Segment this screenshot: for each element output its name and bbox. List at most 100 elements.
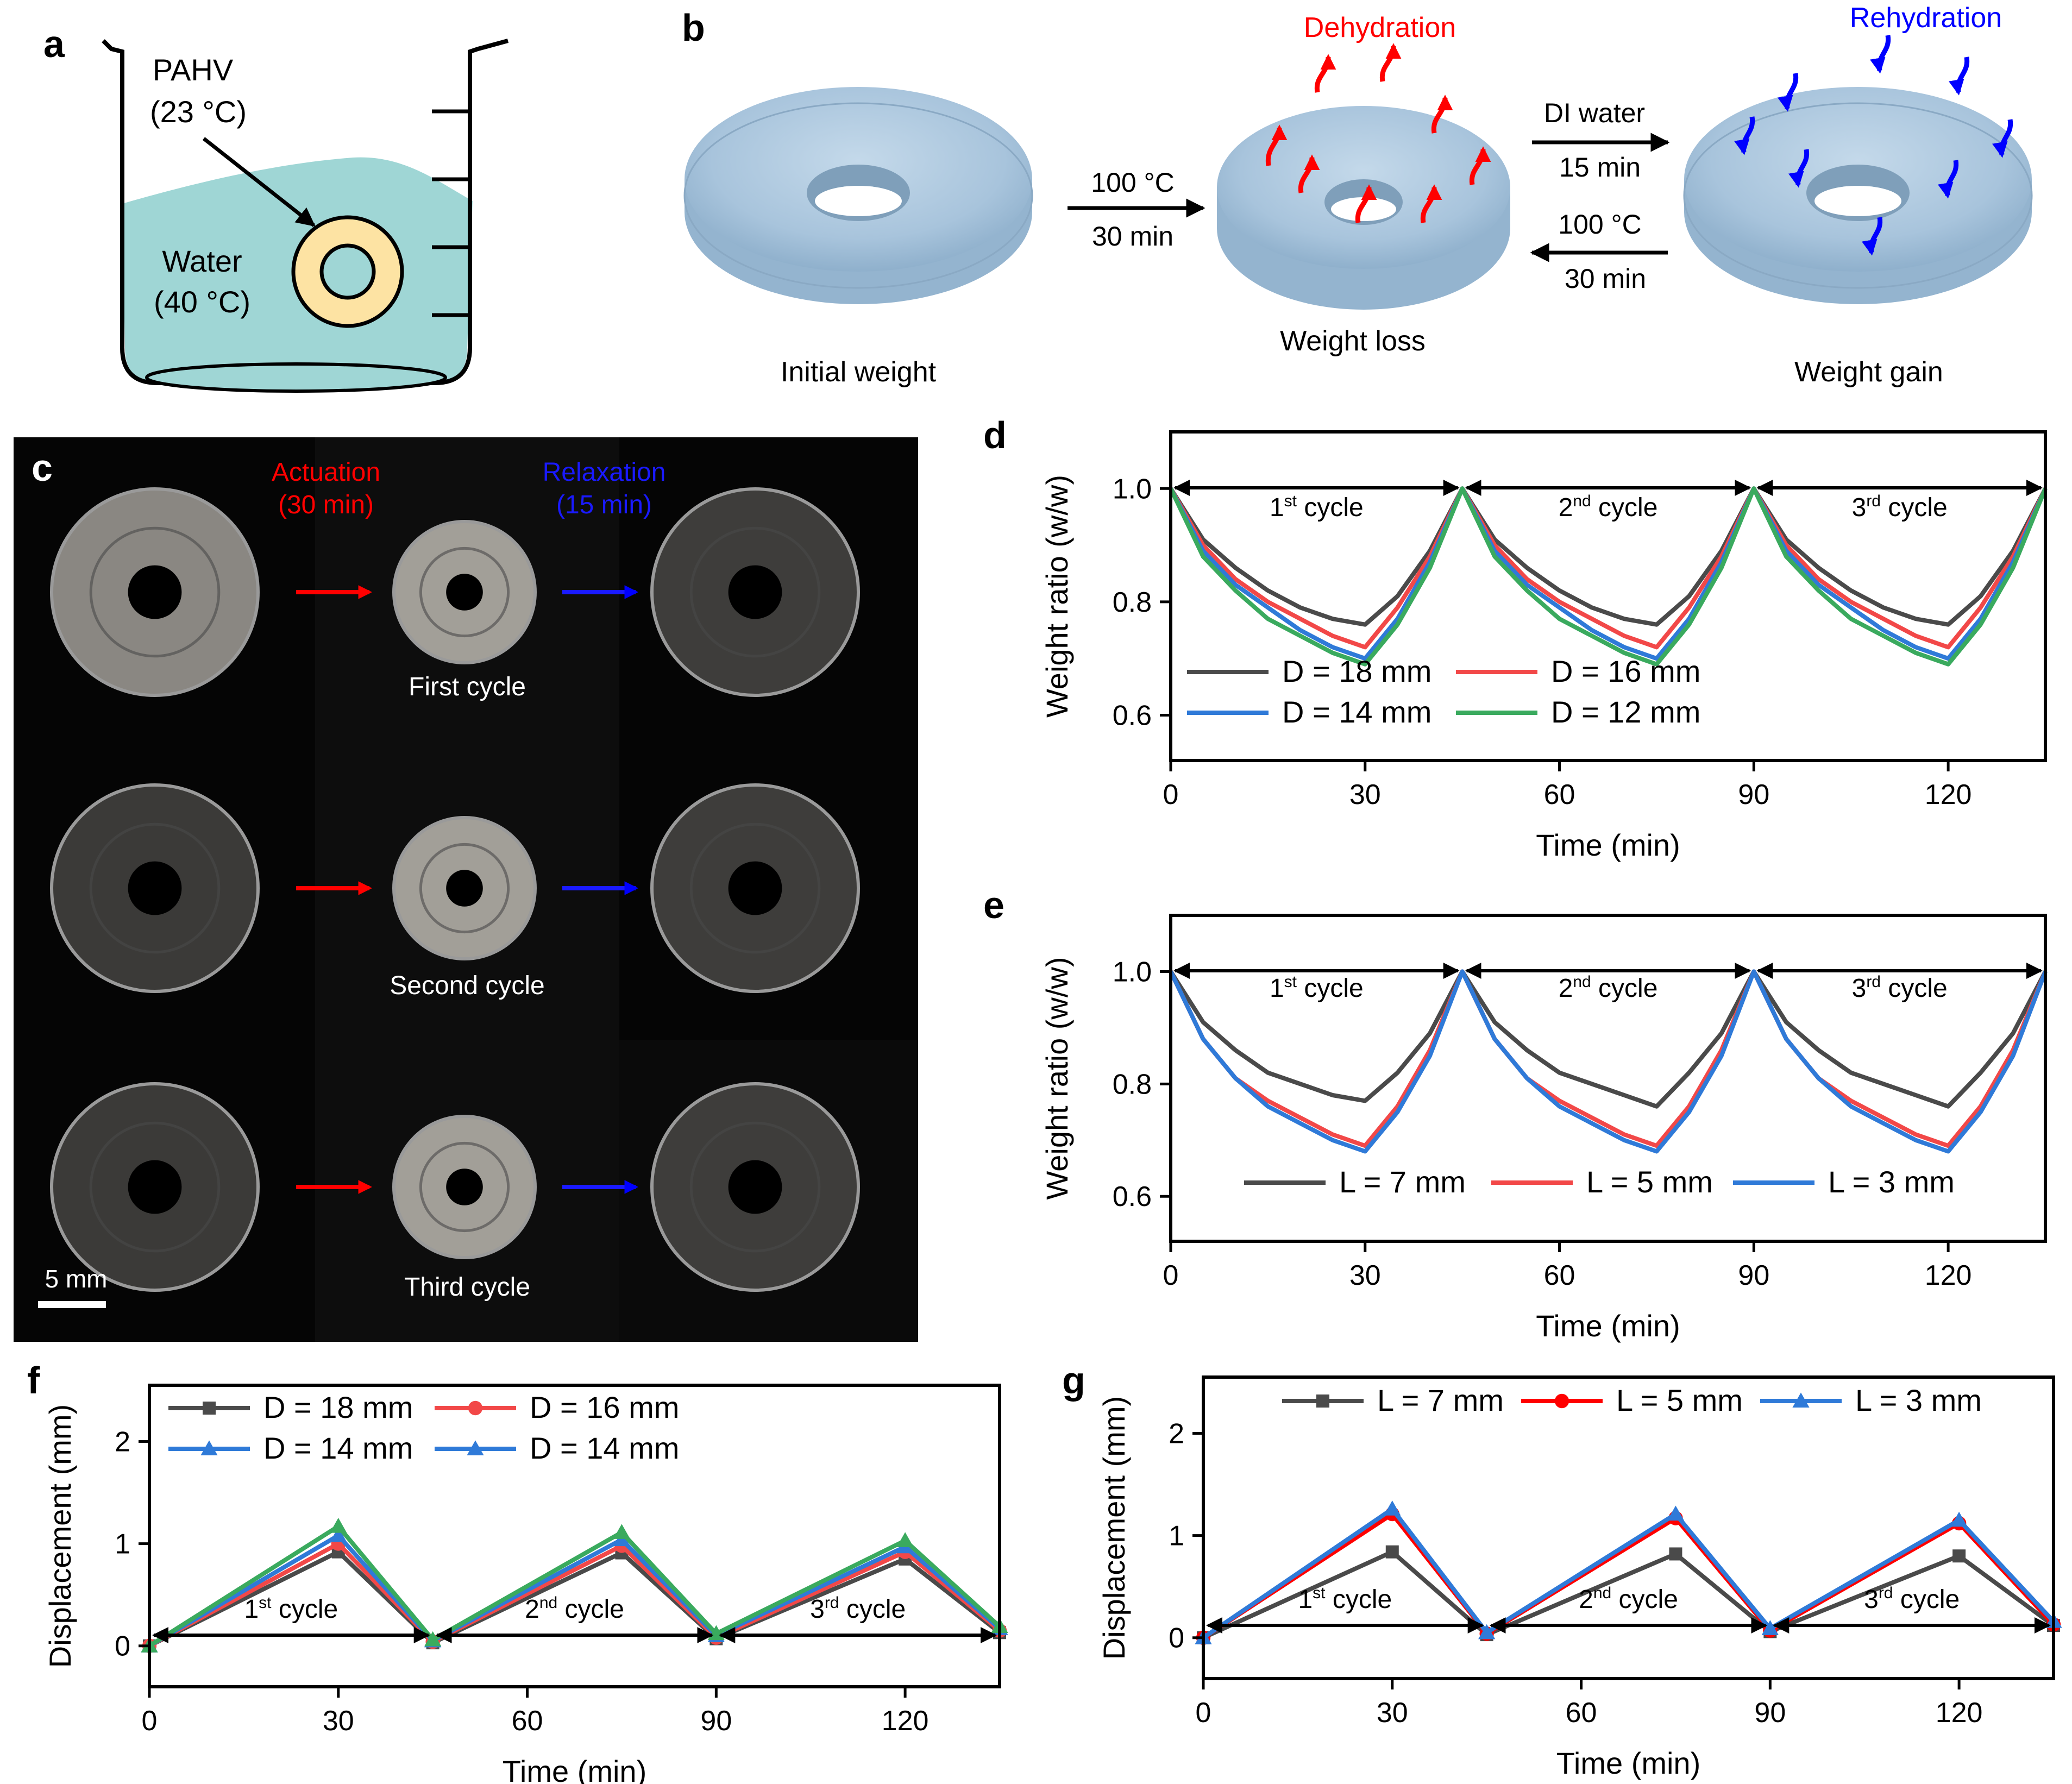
panel-c: c Actuation (30 min) Relaxation (15 min)… <box>14 437 918 1342</box>
x-tick-label: 120 <box>882 1705 929 1737</box>
actuation-time: (30 min) <box>278 491 374 519</box>
series-line <box>1169 486 2048 650</box>
series-line <box>1169 969 2048 1154</box>
x-tick-label: 0 <box>1196 1697 1211 1729</box>
panel-label-g: g <box>1062 1359 1085 1402</box>
panel-label-d: d <box>983 414 1007 456</box>
y-tick-label: 2 <box>1169 1418 1184 1449</box>
scale-bar-label: 5 mm <box>45 1265 108 1293</box>
step3-bottom: 30 min <box>1565 263 1646 294</box>
legend-label: D = 16 mm <box>530 1390 679 1424</box>
y-axis-label: Displacement (mm) <box>1097 1396 1131 1660</box>
relaxation-time: (15 min) <box>556 491 652 519</box>
data-point <box>1478 1624 1496 1639</box>
beaker-gradations <box>432 109 470 317</box>
photo-sample-relaxed <box>650 1082 860 1292</box>
panel-label-f: f <box>27 1359 40 1402</box>
cycle-label: 1st cycle <box>1270 973 1364 1003</box>
y-tick-label: 1.0 <box>1113 473 1152 505</box>
step1-bottom: 30 min <box>1092 221 1173 252</box>
x-tick-label: 30 <box>1377 1697 1408 1729</box>
sample-texture <box>89 1121 221 1253</box>
dehydration-label: Dehydration <box>1304 12 1456 43</box>
x-tick-label: 0 <box>1163 779 1179 811</box>
beaker-bottom <box>145 362 447 393</box>
x-tick-label: 120 <box>1925 1260 1972 1291</box>
chart-d: 0 30 60 90 120 0.6 0.8 1.0 Time (min) Weight rati… <box>1040 430 2048 862</box>
sample-hole <box>446 1169 483 1205</box>
x-tick-label: 30 <box>1349 1260 1381 1291</box>
y-axis-label: Displacement (mm) <box>43 1404 77 1668</box>
x-tick-label: 90 <box>1754 1697 1786 1729</box>
plot-frame <box>1169 430 2047 762</box>
data-point <box>1667 1505 1685 1521</box>
data-point <box>1792 1392 1810 1408</box>
sample-texture <box>89 822 221 954</box>
cycle-label: 3rd cycle <box>1852 492 1948 522</box>
series-line <box>1169 969 2048 1109</box>
x-tick-label: 90 <box>700 1705 732 1737</box>
panel-label-c: c <box>32 447 53 489</box>
water-temp: (40 °C) <box>154 285 250 319</box>
caption-initial: Initial weight <box>781 356 937 388</box>
y-tick-label: 0.8 <box>1113 1069 1152 1100</box>
legend-label: D = 18 mm <box>263 1390 413 1424</box>
torus-dehydrated <box>1217 106 1510 310</box>
series-line <box>1169 486 2048 627</box>
y-tick-label: 1.0 <box>1113 956 1152 988</box>
data-point <box>1950 1511 1968 1527</box>
x-tick-label: 0 <box>1163 1260 1179 1291</box>
x-tick-label: 30 <box>323 1705 354 1737</box>
chart-f: 0 30 60 90 120 0 1 2 Time (min) Displacement (mm)… <box>43 1384 1008 1784</box>
x-tick-label: 90 <box>1738 779 1769 811</box>
sample-texture <box>689 822 821 954</box>
panel-a: a PAHV (23 °C) Water (40 °C) <box>43 23 509 393</box>
y-tick-label: 0.6 <box>1113 700 1152 732</box>
sample-texture <box>419 1141 510 1233</box>
legend-label: L = 5 mm <box>1616 1383 1743 1417</box>
x-tick-label: 30 <box>1349 779 1381 811</box>
series-line <box>1169 486 2048 667</box>
cycle-label: 1st cycle <box>244 1594 338 1624</box>
x-tick-label: 0 <box>142 1705 158 1737</box>
cycle-label: 3rd cycle <box>810 1594 906 1624</box>
y-axis-label: Weight ratio (w/w) <box>1040 957 1074 1199</box>
water-label: Water <box>162 244 242 278</box>
data-point <box>896 1532 914 1547</box>
cycle-label: 2nd cycle <box>1579 1584 1678 1614</box>
plot-frame <box>1169 914 2047 1243</box>
sample-texture <box>689 1121 821 1253</box>
legend-label: D = 14 mm <box>530 1431 679 1465</box>
photo-sample-actuated <box>392 520 537 664</box>
relaxation-label: Relaxation <box>543 458 666 487</box>
pahv-pointer <box>202 137 316 227</box>
data-point <box>1385 1545 1399 1559</box>
cycle-label: 2nd cycle <box>525 1594 624 1624</box>
legend-label: D = 18 mm <box>1282 654 1431 688</box>
photo-sample-actuated <box>392 1115 537 1259</box>
photo-sample-relaxed <box>650 783 860 993</box>
y-tick-label: 1 <box>1169 1521 1184 1552</box>
y-tick-label: 0 <box>115 1631 130 1662</box>
cycle-label: 1st cycle <box>1298 1584 1392 1614</box>
dehydration-arrows <box>1265 43 1491 223</box>
step2-top: DI water <box>1544 98 1645 128</box>
chart-g: 0 30 60 90 120 0 1 2 Time (min) Displacement (mm)… <box>1097 1375 2062 1780</box>
y-tick-label: 0.6 <box>1113 1181 1152 1213</box>
caption-gain: Weight gain <box>1794 356 1943 388</box>
step2-bottom: 15 min <box>1559 152 1641 183</box>
series-line <box>1169 486 2048 661</box>
y-tick-label: 1 <box>115 1529 130 1560</box>
torus-initial <box>683 87 1033 304</box>
pahv-label: PAHV <box>153 53 234 87</box>
x-tick-label: 60 <box>1544 779 1575 811</box>
sample-hole <box>728 1160 782 1214</box>
x-tick-label: 90 <box>1738 1260 1769 1291</box>
x-axis-label: Time (min) <box>1536 828 1680 862</box>
sample-hole <box>128 1160 182 1214</box>
pahv-temp: (23 °C) <box>150 95 247 129</box>
pahv-ring-hole <box>319 243 376 300</box>
photo-sample-relaxed <box>650 487 860 697</box>
panel-b: b <box>682 2 2033 388</box>
